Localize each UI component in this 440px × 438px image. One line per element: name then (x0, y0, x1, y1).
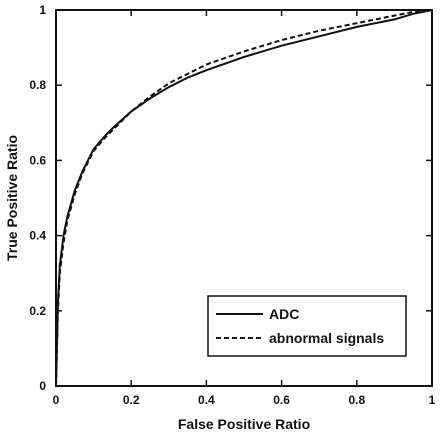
series-layer (55, 9, 433, 387)
legend-box (207, 295, 407, 357)
x-tick-label: 0.8 (348, 393, 365, 407)
y-tick-label: 0.8 (29, 78, 46, 92)
x-tick-label: 0.2 (123, 393, 140, 407)
x-tick-label: 0 (53, 393, 60, 407)
plot-frame (55, 9, 433, 387)
y-tick-label: 0 (39, 379, 46, 393)
legend-label-adc: ADC (269, 306, 299, 322)
y-tick-label: 0.2 (29, 304, 46, 318)
x-tick-label: 0.4 (198, 393, 215, 407)
legend: ADC abnormal signals (207, 295, 407, 357)
x-tick-label: 1 (429, 393, 436, 407)
legend-label-abnormal-signals: abnormal signals (269, 330, 384, 346)
y-tick-label: 0.4 (29, 229, 46, 243)
y-tick-label: 0.6 (29, 153, 46, 167)
y-axis-label: True Positive Ratio (4, 135, 20, 261)
series-line-abnormal-signals (55, 9, 433, 387)
x-tick-label: 0.6 (273, 393, 290, 407)
x-axis-label: False Positive Ratio (178, 416, 310, 432)
y-tick-label: 1 (39, 3, 46, 17)
